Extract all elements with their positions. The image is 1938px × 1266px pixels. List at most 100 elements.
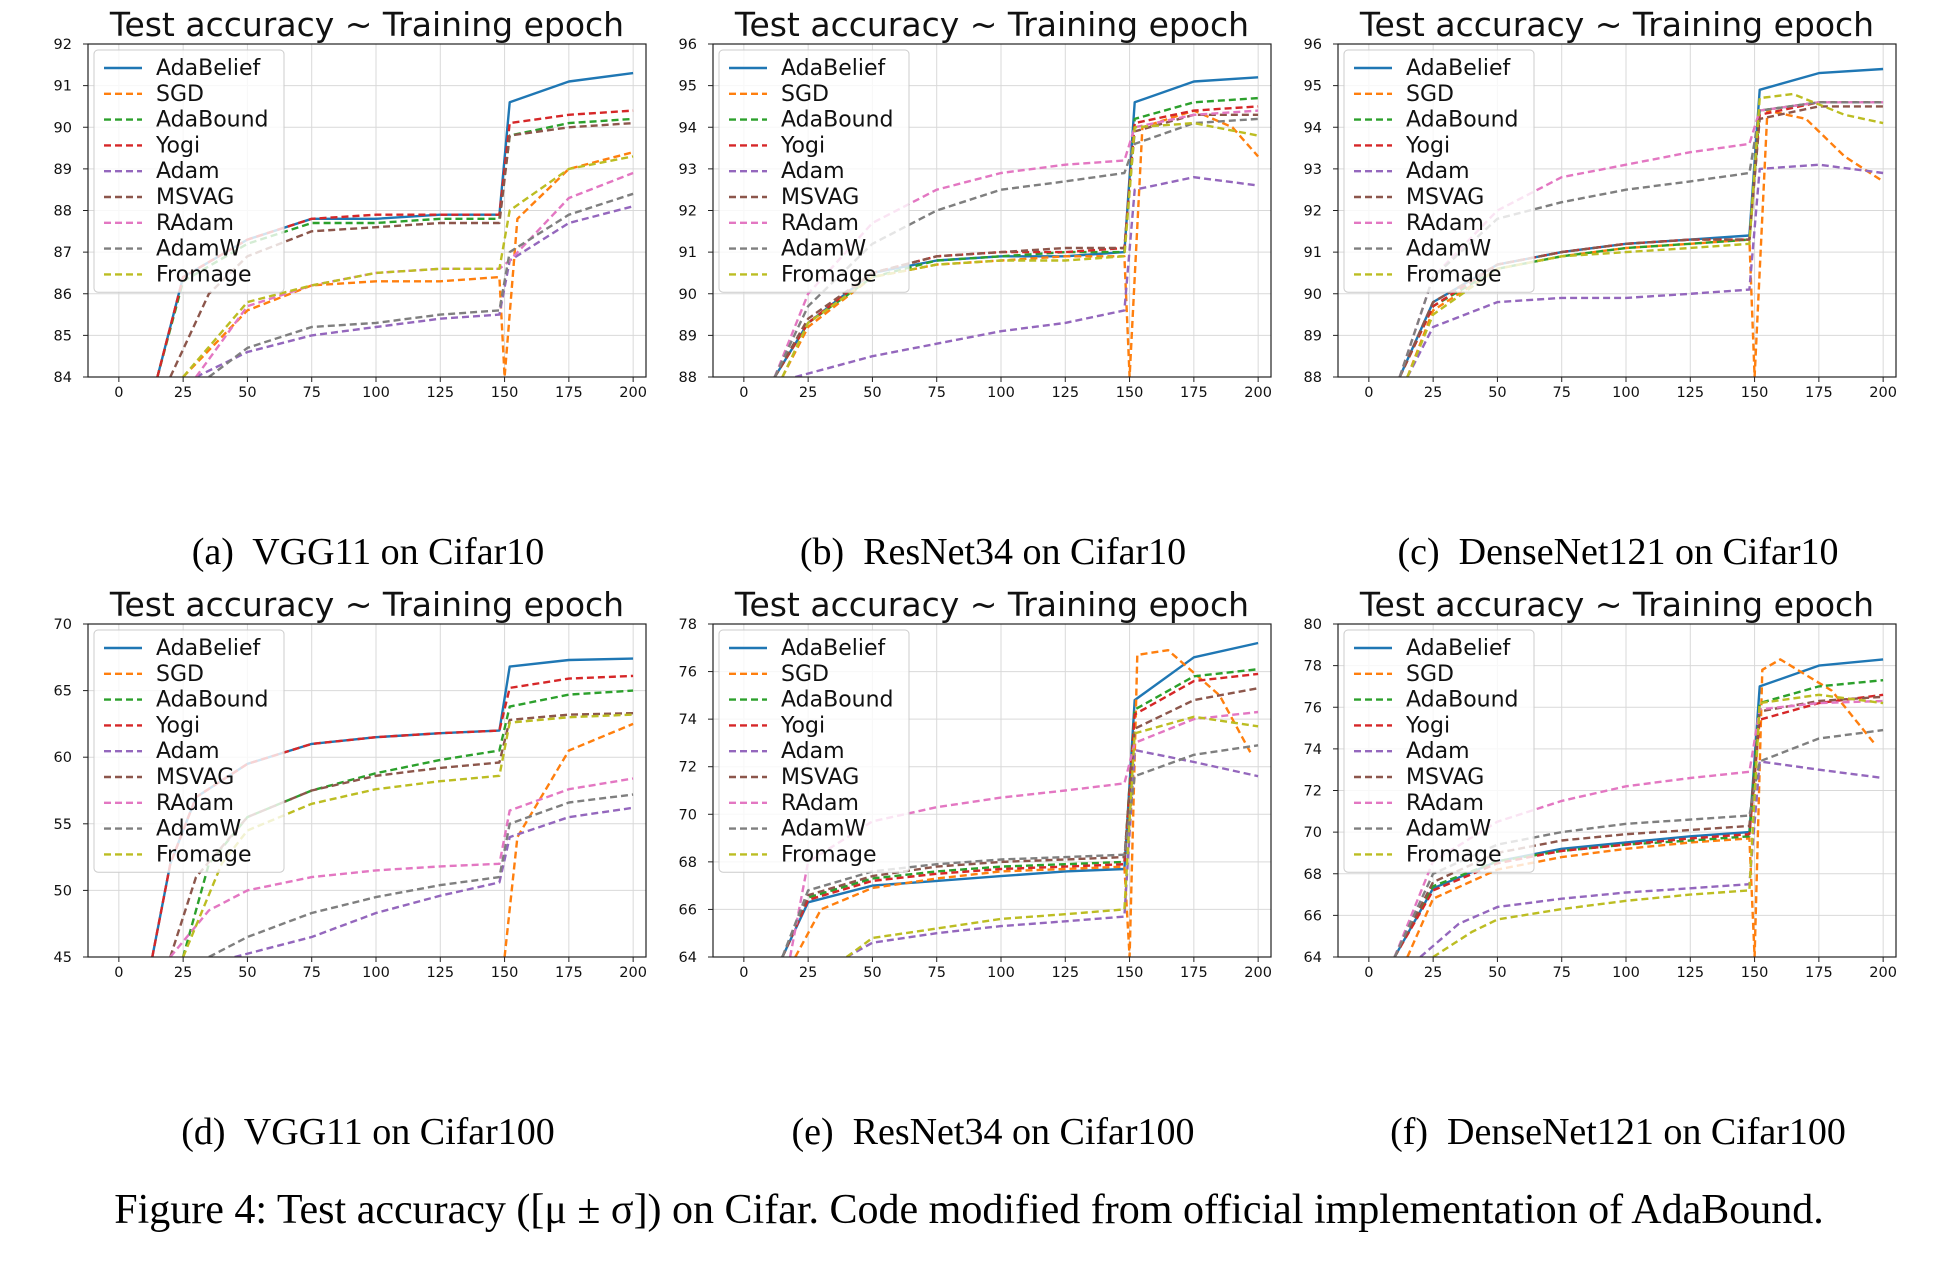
series-line-fromage	[781, 121, 1259, 377]
legend-label: MSVAG	[781, 765, 859, 790]
subcaption-f: (f) DenseNet121 on Cifar100	[1390, 1111, 1846, 1153]
x-tick-label: 50	[1488, 965, 1506, 981]
subcaption-a: (a) VGG11 on Cifar10	[191, 531, 545, 573]
series-line-adam	[794, 176, 1259, 377]
x-tick-label: 25	[1424, 965, 1442, 981]
y-tick-label: 94	[679, 120, 697, 136]
series-line-msvag	[1398, 105, 1884, 377]
y-tick-label: 93	[679, 162, 697, 178]
y-tick-label: 91	[1304, 245, 1322, 261]
legend-box	[1343, 629, 1535, 873]
legend-label: Yogi	[780, 713, 825, 738]
y-tick-label: 70	[1304, 825, 1322, 841]
series-line-adam	[1406, 163, 1884, 377]
x-tick-label: 150	[1741, 385, 1769, 401]
legend-label: RAdam	[1406, 791, 1484, 816]
series-line-adamw	[208, 793, 634, 957]
legend-label: SGD	[781, 662, 829, 687]
x-tick-label: 75	[302, 385, 320, 401]
legend-label: AdaBound	[156, 688, 269, 713]
series-line-adam	[1419, 760, 1884, 957]
legend-label: Adam	[156, 159, 220, 184]
y-tick-label: 87	[54, 245, 72, 261]
legend: AdaBeliefSGDAdaBoundYogiAdamMSVAGRAdamAd…	[93, 629, 285, 873]
figure-caption: Figure 4: Test accuracy ([μ ± σ]) on Cif…	[114, 1187, 1824, 1233]
legend-box	[93, 629, 285, 873]
series-line-radam	[195, 171, 634, 377]
legend-label: SGD	[1406, 662, 1454, 687]
chart-title: Test accuracy ~ Training epoch	[734, 585, 1249, 624]
y-tick-label: 65	[54, 684, 72, 700]
chart-svg: Test accuracy ~ Training epoch 0 25 50 75 100…	[1304, 585, 1897, 981]
series-line-yogi	[781, 672, 1259, 957]
legend-label: AdamW	[781, 817, 867, 842]
y-tick-label: 78	[1304, 659, 1322, 675]
x-tick-label: 125	[426, 385, 454, 401]
series-line-radam	[1398, 101, 1884, 377]
y-tick-label: 88	[54, 204, 72, 220]
x-tick-label: 150	[1741, 965, 1769, 981]
legend-label: Yogi	[155, 133, 200, 158]
chart-panel-e: Test accuracy ~ Training epoch 0 25 50 75 100…	[625, 580, 1285, 1125]
legend-label: AdaBelief	[781, 56, 886, 81]
legend-label: AdaBelief	[156, 56, 261, 81]
x-tick-label: 125	[426, 965, 454, 981]
series-line-sgd	[1406, 658, 1877, 957]
x-tick-label: 125	[1051, 385, 1079, 401]
series-line-radam	[169, 777, 634, 957]
x-tick-label: 25	[1424, 385, 1442, 401]
legend-label: SGD	[156, 82, 204, 107]
y-tick-label: 64	[1304, 950, 1322, 966]
x-tick-label: 200	[619, 965, 647, 981]
chart-title: Test accuracy ~ Training epoch	[734, 5, 1249, 44]
y-tick-label: 91	[54, 79, 72, 95]
series-line-adam	[234, 806, 634, 957]
chart-panel-b: Test accuracy ~ Training epoch 0 25 50 75 100…	[625, 0, 1285, 545]
chart-svg: Test accuracy ~ Training epoch 0 25 50 75 100…	[1304, 5, 1897, 401]
axes-frame	[712, 623, 1272, 958]
x-tick-label: 125	[1676, 965, 1704, 981]
chart-panel-c: Test accuracy ~ Training epoch 0 25 50 75 100…	[1250, 0, 1910, 545]
y-tick-label: 88	[679, 370, 697, 386]
legend-label: RAdam	[781, 791, 859, 816]
x-tick-label: 0	[114, 385, 123, 401]
series-line-adamw	[208, 192, 634, 377]
series-line-adabelief	[781, 641, 1259, 957]
x-tick-label: 175	[555, 965, 583, 981]
x-tick-label: 25	[174, 385, 192, 401]
y-tick-label: 93	[1304, 162, 1322, 178]
subcaption-b: (b) ResNet34 on Cifar10	[799, 531, 1187, 573]
y-tick-label: 90	[679, 287, 697, 303]
y-tick-label: 55	[54, 817, 72, 833]
legend-label: Fromage	[1406, 262, 1502, 287]
y-tick-label: 45	[54, 950, 72, 966]
y-tick-label: 96	[1304, 37, 1322, 53]
legend-label: AdaBelief	[156, 636, 261, 661]
x-tick-label: 0	[114, 965, 123, 981]
axes-frame	[87, 623, 647, 958]
x-tick-label: 25	[174, 965, 192, 981]
legend-label: AdamW	[156, 237, 242, 262]
series-line-adam	[195, 205, 634, 377]
series-line-msvag	[781, 687, 1259, 957]
x-tick-label: 125	[1051, 965, 1079, 981]
x-tick-label: 175	[1180, 965, 1208, 981]
x-tick-label: 200	[1244, 965, 1272, 981]
chart-svg: Test accuracy ~ Training epoch 0 25 50 75 100…	[679, 585, 1272, 981]
y-tick-label: 68	[679, 855, 697, 871]
x-tick-label: 100	[987, 965, 1015, 981]
y-tick-label: 76	[679, 665, 697, 681]
x-tick-label: 0	[1364, 965, 1373, 981]
legend-label: SGD	[781, 82, 829, 107]
y-tick-label: 70	[679, 807, 697, 823]
y-tick-label: 72	[1304, 784, 1322, 800]
x-tick-label: 150	[491, 385, 519, 401]
legend-label: AdaBelief	[1406, 636, 1511, 661]
legend-label: Fromage	[781, 842, 877, 867]
y-tick-label: 76	[1304, 700, 1322, 716]
series-group	[781, 641, 1259, 957]
y-tick-label: 95	[679, 79, 697, 95]
series-line-yogi	[1393, 693, 1884, 957]
y-tick-label: 66	[1304, 908, 1322, 924]
